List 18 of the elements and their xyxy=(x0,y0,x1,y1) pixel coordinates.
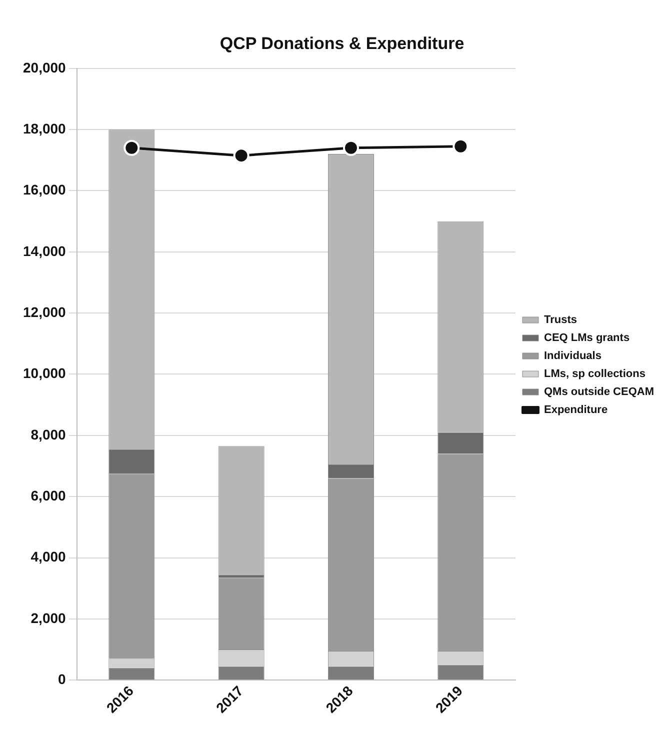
y-tick-label: 0 xyxy=(58,670,66,687)
y-tick-label: 14,000 xyxy=(22,242,66,259)
legend-label: QMs outside CEQAM xyxy=(544,386,654,398)
legend-label: Expenditure xyxy=(544,404,608,416)
y-tick-label: 4,000 xyxy=(30,548,66,565)
legend-label: LMs, sp collections xyxy=(544,368,646,380)
legend-label: CEQ LMs grants xyxy=(544,332,630,344)
y-tick-label: 20,000 xyxy=(22,59,66,76)
y-tick-label: 12,000 xyxy=(22,304,66,320)
y-tick-label: 18,000 xyxy=(22,120,66,136)
legend-label: Individuals xyxy=(544,350,602,362)
y-tick-label: 6,000 xyxy=(30,487,66,504)
legend-label: Trusts xyxy=(544,314,578,326)
y-tick-label: 8,000 xyxy=(30,426,66,442)
y-tick-label: 10,000 xyxy=(22,365,66,382)
y-tick-label: 16,000 xyxy=(22,182,66,198)
chart-title: QCP Donations & Expenditure xyxy=(220,34,464,53)
y-tick-label: 2,000 xyxy=(30,610,66,626)
